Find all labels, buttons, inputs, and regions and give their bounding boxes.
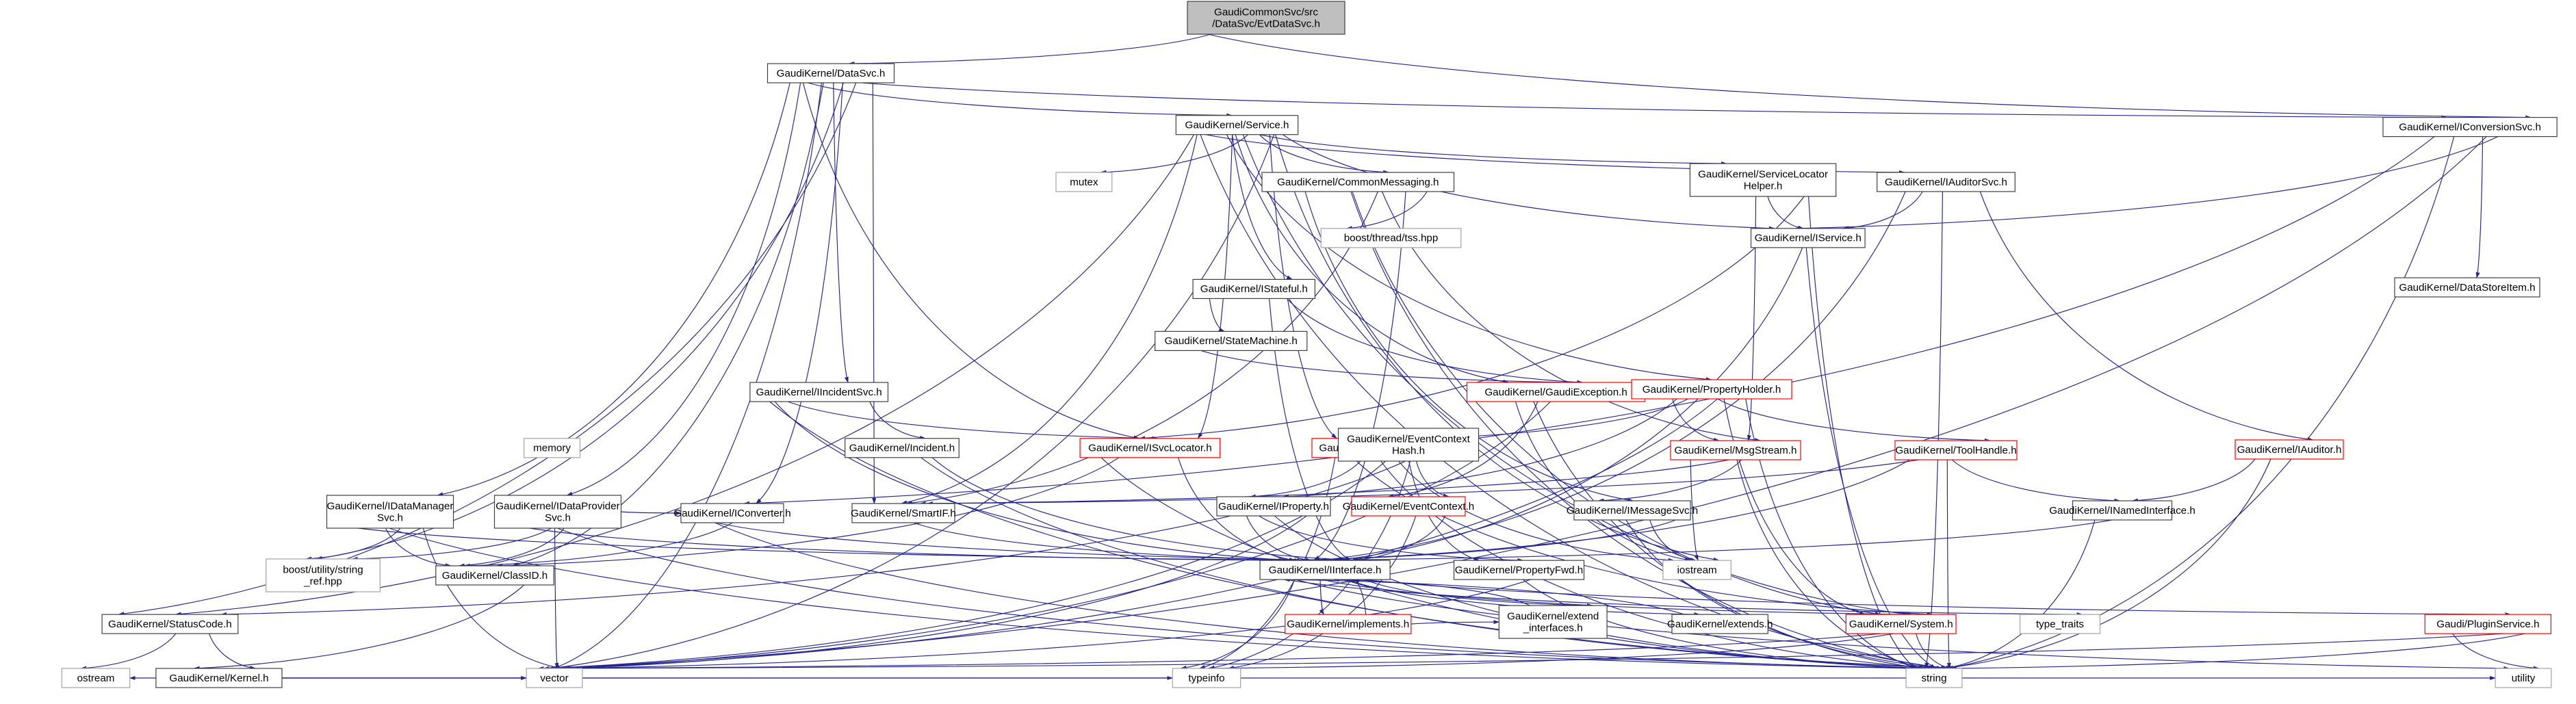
svg-text:Helper.h: Helper.h <box>1744 180 1783 192</box>
svg-text:GaudiKernel/PropertyHolder.h: GaudiKernel/PropertyHolder.h <box>1643 384 1781 395</box>
svg-text:GaudiKernel/DataStoreItem.h: GaudiKernel/DataStoreItem.h <box>2399 282 2535 294</box>
svg-text:GaudiKernel/IMessageSvc.h: GaudiKernel/IMessageSvc.h <box>1567 505 1698 517</box>
svg-text:GaudiKernel/IStateful.h: GaudiKernel/IStateful.h <box>1200 283 1308 295</box>
svg-text:GaudiKernel/IConverter.h: GaudiKernel/IConverter.h <box>673 508 790 519</box>
svg-text:Svc.h: Svc.h <box>545 512 571 523</box>
svg-text:GaudiKernel/GaudiException.h: GaudiKernel/GaudiException.h <box>1484 387 1627 398</box>
svg-text:GaudiKernel/IDataProvider: GaudiKernel/IDataProvider <box>495 500 620 512</box>
svg-text:GaudiCommonSvc/src: GaudiCommonSvc/src <box>1214 6 1318 18</box>
svg-text:Gaudi/PluginService.h: Gaudi/PluginService.h <box>2436 618 2539 630</box>
svg-text:GaudiKernel/PropertyFwd.h: GaudiKernel/PropertyFwd.h <box>1455 564 1583 576</box>
svg-text:type_traits: type_traits <box>2036 618 2084 630</box>
svg-text:Hash.h: Hash.h <box>1392 445 1425 456</box>
svg-text:GaudiKernel/SmartIF.h: GaudiKernel/SmartIF.h <box>851 508 956 519</box>
svg-text:boost/utility/string: boost/utility/string <box>283 564 363 575</box>
svg-text:GaudiKernel/StatusCode.h: GaudiKernel/StatusCode.h <box>108 618 232 630</box>
svg-text:_ref.hpp: _ref.hpp <box>303 575 342 587</box>
svg-text:GaudiKernel/IProperty.h: GaudiKernel/IProperty.h <box>1218 501 1329 512</box>
svg-text:_interfaces.h: _interfaces.h <box>1523 622 1583 634</box>
svg-text:GaudiKernel/implements.h: GaudiKernel/implements.h <box>1287 618 1409 630</box>
svg-text:GaudiKernel/IInterface.h: GaudiKernel/IInterface.h <box>1269 564 1382 576</box>
svg-text:GaudiKernel/IConversionSvc.h: GaudiKernel/IConversionSvc.h <box>2399 121 2541 133</box>
svg-text:GaudiKernel/ISvcLocator.h: GaudiKernel/ISvcLocator.h <box>1088 443 1212 454</box>
svg-text:utility: utility <box>2512 673 2536 684</box>
svg-text:GaudiKernel/extends.h: GaudiKernel/extends.h <box>1667 618 1773 630</box>
svg-text:GaudiKernel/EventContext: GaudiKernel/EventContext <box>1347 433 1471 445</box>
svg-text:GaudiKernel/Service.h: GaudiKernel/Service.h <box>1185 120 1289 131</box>
svg-text:GaudiKernel/EventContext.h: GaudiKernel/EventContext.h <box>1343 501 1475 512</box>
svg-text:GaudiKernel/CommonMessaging.h: GaudiKernel/CommonMessaging.h <box>1277 177 1439 188</box>
svg-text:iostream: iostream <box>1677 564 1716 576</box>
svg-text:GaudiKernel/IIncidentSvc.h: GaudiKernel/IIncidentSvc.h <box>756 387 882 398</box>
svg-text:GaudiKernel/ClassID.h: GaudiKernel/ClassID.h <box>442 570 548 582</box>
svg-text:GaudiKernel/MsgStream.h: GaudiKernel/MsgStream.h <box>1675 445 1797 456</box>
svg-text:GaudiKernel/Kernel.h: GaudiKernel/Kernel.h <box>169 673 268 684</box>
svg-text:GaudiKernel/System.h: GaudiKernel/System.h <box>1849 618 1953 630</box>
svg-text:vector: vector <box>540 673 568 684</box>
svg-text:boost/thread/tss.hpp: boost/thread/tss.hpp <box>1344 233 1439 244</box>
svg-text:/DataSvc/EvtDataSvc.h: /DataSvc/EvtDataSvc.h <box>1212 18 1320 29</box>
svg-text:GaudiKernel/INamedInterface.h: GaudiKernel/INamedInterface.h <box>2049 505 2195 517</box>
svg-text:memory: memory <box>533 443 571 454</box>
svg-text:string: string <box>1921 673 1946 684</box>
svg-text:GaudiKernel/StateMachine.h: GaudiKernel/StateMachine.h <box>1165 335 1298 347</box>
svg-text:GaudiKernel/IAuditor.h: GaudiKernel/IAuditor.h <box>2237 444 2342 456</box>
svg-text:GaudiKernel/ToolHandle.h: GaudiKernel/ToolHandle.h <box>1895 445 2016 456</box>
svg-text:GaudiKernel/ServiceLocator: GaudiKernel/ServiceLocator <box>1698 168 1828 180</box>
svg-text:GaudiKernel/IDataManager: GaudiKernel/IDataManager <box>327 500 454 512</box>
svg-text:mutex: mutex <box>1070 177 1098 188</box>
svg-text:ostream: ostream <box>77 673 115 684</box>
svg-text:GaudiKernel/extend: GaudiKernel/extend <box>1507 610 1599 622</box>
svg-text:typeinfo: typeinfo <box>1188 673 1224 684</box>
svg-text:GaudiKernel/DataSvc.h: GaudiKernel/DataSvc.h <box>777 68 886 79</box>
svg-text:GaudiKernel/IService.h: GaudiKernel/IService.h <box>1755 233 1862 244</box>
svg-text:Svc.h: Svc.h <box>377 512 403 523</box>
svg-text:GaudiKernel/Incident.h: GaudiKernel/Incident.h <box>849 443 955 454</box>
svg-text:GaudiKernel/IAuditorSvc.h: GaudiKernel/IAuditorSvc.h <box>1885 177 2007 188</box>
